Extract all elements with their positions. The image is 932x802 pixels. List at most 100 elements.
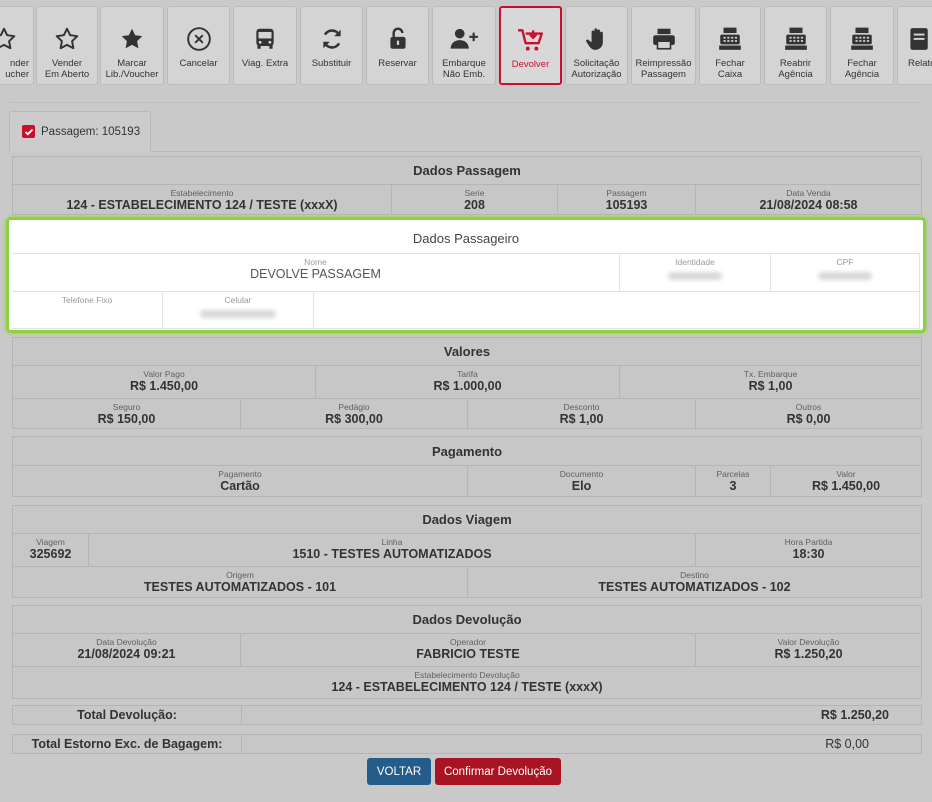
field-label: Data Devolução — [96, 637, 157, 647]
valores-panel: Valores Valor Pago R$ 1.450,00 Tarifa R$ 1… — [12, 337, 922, 430]
panel-title: Valores — [13, 338, 921, 366]
cancelar-button[interactable]: Cancelar — [167, 6, 230, 85]
linha-value: 1510 - TESTES AUTOMATIZADOS — [292, 547, 492, 561]
dados-passageiro-panel: Dados Passageiro Nome DEVOLVE PASSAGEM Id… — [12, 223, 920, 329]
field-label: Pagamento — [218, 469, 262, 479]
parcelas-value: 3 — [729, 479, 737, 493]
toolbar-label: Relató — [908, 58, 932, 69]
divider — [151, 151, 921, 152]
passagem-value: 105193 — [605, 198, 648, 212]
dados-viagem-panel: Dados Viagem Viagem 325692 Linha 1510 - TE… — [12, 505, 922, 599]
documento-value: Elo — [571, 479, 592, 493]
user-plus-icon — [449, 24, 479, 54]
toolbar-label: Substituir — [311, 58, 352, 69]
desconto-value: R$ 1,00 — [559, 412, 604, 426]
field-label: Viagem — [36, 537, 65, 547]
total-estorno-label: Total Estorno Exc. de Bagagem: — [13, 735, 242, 753]
cash-register-icon — [849, 24, 875, 54]
total-estorno-row: Total Estorno Exc. de Bagagem: R$ 0,00 — [12, 734, 922, 754]
field-label: Hora Partida — [784, 537, 833, 547]
valor-pago-value: R$ 1.450,00 — [129, 379, 199, 393]
solicitacao-autorizacao-button[interactable]: Solicitação Autorização — [565, 6, 628, 85]
field-label: Tarifa — [457, 369, 478, 379]
fechar-caixa-button[interactable]: Fechar Caixa — [699, 6, 761, 85]
substituir-button[interactable]: Substituir — [300, 6, 363, 85]
toolbar-label: Vender Em Aberto — [44, 58, 90, 80]
confirmar-devolucao-button[interactable]: Confirmar Devolução — [435, 758, 561, 785]
pagamento-value: Cartão — [220, 479, 260, 493]
toolbar: nder ucher Vender Em Aberto Marcar Lib./… — [0, 0, 932, 92]
field-label: Data Venda — [786, 188, 831, 198]
viag-extra-button[interactable]: Viag. Extra — [233, 6, 297, 85]
field-label: Telefone Fixo — [61, 295, 113, 305]
toolbar-label: Solicitação Autorização — [571, 58, 622, 80]
celular-redacted — [200, 310, 276, 318]
tx-embarque-value: R$ 1,00 — [748, 379, 793, 393]
field-label: Origem — [226, 570, 254, 580]
total-estorno-value: R$ 0,00 — [825, 737, 869, 751]
field-label: Documento — [559, 469, 604, 479]
devolver-button[interactable]: Devolver — [499, 6, 562, 85]
panel-title: Dados Devolução — [13, 606, 921, 634]
field-label: Tx. Embarque — [743, 369, 798, 379]
tab-passagem[interactable]: Passagem: 105193 — [9, 111, 151, 151]
toolbar-label: Cancelar — [179, 58, 218, 69]
reabrir-agencia-button[interactable]: Reabrir Agência — [764, 6, 827, 85]
refresh-icon — [319, 24, 345, 54]
panel-title: Dados Passagem — [13, 157, 921, 185]
checkbox-icon[interactable] — [22, 125, 35, 138]
nome-value: DEVOLVE PASSAGEM — [250, 267, 381, 281]
operador-value: FABRICIO TESTE — [416, 647, 520, 661]
fechar-agencia-button[interactable]: Fechar Agência — [830, 6, 894, 85]
field-label: Celular — [224, 295, 252, 305]
toolbar-label: nder ucher — [5, 58, 29, 80]
toolbar-label: Fechar Caixa — [715, 58, 745, 80]
tarifa-value: R$ 1.000,00 — [433, 379, 502, 393]
field-label: Seguro — [112, 402, 141, 412]
relatorio-button[interactable]: Relató — [897, 6, 932, 85]
panel-title: Pagamento — [13, 437, 921, 466]
valor-pagamento-value: R$ 1.450,00 — [811, 479, 881, 493]
cart-return-icon — [517, 25, 545, 55]
reservar-button[interactable]: Reservar — [366, 6, 429, 85]
field-label: Estabelecimento Devolução — [414, 670, 520, 680]
toolbar-label: Fechar Agência — [844, 58, 880, 80]
field-label: Linha — [381, 537, 403, 547]
field-label: Destino — [680, 570, 709, 580]
vender-em-aberto-button[interactable]: Vender Em Aberto — [36, 6, 98, 85]
seguro-value: R$ 150,00 — [97, 412, 156, 426]
printer-icon — [651, 24, 677, 54]
serie-value: 208 — [464, 198, 485, 212]
field-label: Outros — [795, 402, 822, 412]
divider — [10, 102, 920, 103]
total-devolucao-row: Total Devolução: R$ 1.250,20 — [12, 705, 922, 725]
cancel-circle-icon — [186, 24, 212, 54]
field-label: Identidade — [675, 257, 715, 267]
dados-passagem-panel: Dados Passagem Estabelecimento 124 - ESTA… — [12, 156, 922, 215]
vender-voucher-button[interactable]: nder ucher — [0, 6, 34, 85]
estabelecimento-value: 124 - ESTABELECIMENTO 124 / TESTE (xxxX) — [66, 198, 338, 212]
cash-register-icon — [783, 24, 809, 54]
toolbar-label: Devolver — [511, 59, 550, 70]
toolbar-label: Reimpressão Passagem — [635, 58, 692, 80]
cash-register-icon — [717, 24, 743, 54]
data-venda-value: 21/08/2024 08:58 — [759, 198, 858, 212]
destino-value: TESTES AUTOMATIZADOS - 102 — [598, 580, 791, 594]
voltar-button[interactable]: VOLTAR — [367, 758, 431, 785]
outros-value: R$ 0,00 — [786, 412, 831, 426]
marcar-lib-voucher-button[interactable]: Marcar Lib./Voucher — [100, 6, 164, 85]
field-label: Valor Devolução — [777, 637, 840, 647]
pagamento-panel: Pagamento Pagamento Cartão Documento Elo P… — [12, 436, 922, 497]
field-label: Estabelecimento — [170, 188, 234, 198]
cpf-redacted — [818, 272, 872, 280]
panel-title: Dados Viagem — [13, 506, 921, 534]
hand-icon — [584, 24, 610, 54]
field-label: Passagem — [606, 188, 647, 198]
reimpressao-passagem-button[interactable]: Reimpressão Passagem — [631, 6, 696, 85]
estabelecimento-devolucao-value: 124 - ESTABELECIMENTO 124 / TESTE (xxxX) — [331, 680, 603, 694]
pedagio-value: R$ 300,00 — [325, 412, 383, 426]
field-label: Serie — [464, 188, 485, 198]
field-label: Desconto — [563, 402, 600, 412]
field-label: CPF — [836, 257, 854, 267]
embarque-nao-emb-button[interactable]: Embarque Não Emb. — [432, 6, 496, 85]
